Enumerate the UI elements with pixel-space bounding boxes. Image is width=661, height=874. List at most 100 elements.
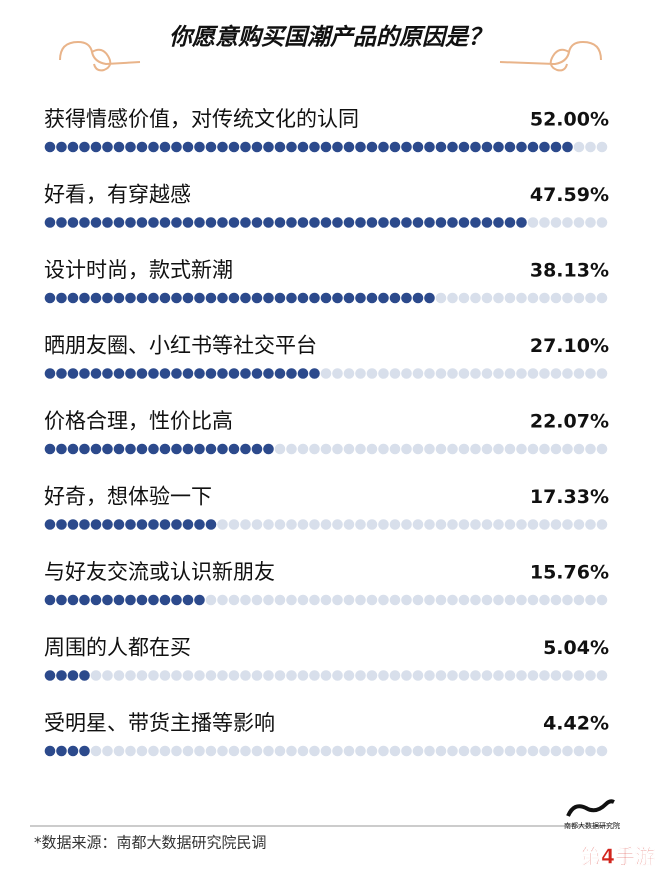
dot	[79, 217, 90, 228]
track-dot	[251, 670, 263, 681]
track-dot	[562, 594, 573, 606]
track-dot	[573, 292, 585, 304]
dot	[136, 368, 148, 379]
dot	[286, 141, 297, 153]
track-dot	[240, 594, 251, 606]
track-dot	[539, 443, 550, 455]
track-dot	[458, 745, 470, 757]
dot	[90, 594, 102, 606]
dot	[90, 443, 102, 455]
dot	[56, 519, 67, 530]
dot	[251, 443, 263, 455]
track-dot	[297, 745, 309, 757]
dot	[125, 519, 136, 530]
track-dot	[470, 368, 481, 379]
watermark: 第4手游	[581, 845, 655, 869]
track-dot	[516, 443, 527, 455]
track-dot	[585, 594, 596, 606]
track-dot	[205, 745, 217, 757]
dot	[539, 141, 550, 153]
dot	[401, 141, 412, 153]
track-dot	[286, 594, 297, 606]
track-dot	[585, 217, 596, 228]
dot	[159, 292, 171, 304]
dot	[148, 594, 159, 606]
dot	[159, 368, 171, 379]
track-dot	[516, 594, 527, 606]
dot	[286, 368, 297, 379]
dot	[148, 141, 159, 153]
track-dot	[527, 368, 539, 379]
track-dot	[573, 745, 585, 757]
dot	[67, 670, 79, 681]
track-dot	[389, 519, 401, 530]
track-dot	[148, 670, 159, 681]
dot	[56, 594, 67, 606]
track-dot	[424, 368, 435, 379]
track-dot	[596, 141, 608, 153]
dot	[125, 217, 136, 228]
dot	[194, 443, 205, 455]
dot	[79, 141, 90, 153]
track-dot	[412, 670, 424, 681]
dot-bar	[44, 368, 320, 379]
track-dot	[366, 745, 378, 757]
dot	[171, 519, 182, 530]
dot	[389, 141, 401, 153]
dot	[389, 292, 401, 304]
track-dot	[366, 519, 378, 530]
track-dot	[320, 519, 332, 530]
dot	[56, 217, 67, 228]
track-dot	[585, 141, 596, 153]
track-dot	[435, 443, 447, 455]
track-dot	[286, 745, 297, 757]
dot	[90, 368, 102, 379]
dot	[366, 292, 378, 304]
dot	[136, 141, 148, 153]
track-dot	[447, 443, 458, 455]
track-dot	[355, 443, 366, 455]
track-dot	[596, 217, 608, 228]
dot	[401, 217, 412, 228]
track-dot	[263, 745, 274, 757]
track-dot	[263, 594, 274, 606]
track-dot	[412, 745, 424, 757]
track-dot	[481, 519, 493, 530]
track-dot	[171, 745, 182, 757]
dot	[171, 594, 182, 606]
dot	[217, 217, 228, 228]
dot	[90, 292, 102, 304]
track-dot	[573, 443, 585, 455]
dot	[56, 292, 67, 304]
value-label: 38.13%	[530, 260, 609, 282]
track-dot	[343, 745, 355, 757]
track-dot	[401, 368, 412, 379]
dot	[493, 141, 504, 153]
track-dot	[562, 368, 573, 379]
track-dot	[481, 745, 493, 757]
dot	[378, 141, 389, 153]
track-dot	[228, 594, 240, 606]
dot	[182, 141, 194, 153]
track-dot	[332, 368, 343, 379]
source-note: *数据来源：南都大数据研究院民调	[34, 834, 267, 852]
track-dot	[585, 368, 596, 379]
dot	[286, 217, 297, 228]
dot	[424, 292, 435, 304]
dot	[205, 368, 217, 379]
value-label: 47.59%	[530, 184, 609, 206]
dot	[481, 141, 493, 153]
dot-bar	[44, 443, 274, 455]
dot-bar	[44, 594, 205, 606]
dot	[79, 292, 90, 304]
track-dot	[412, 519, 424, 530]
track-dot	[309, 594, 320, 606]
dot	[378, 217, 389, 228]
track-dot	[355, 368, 366, 379]
dot	[274, 141, 286, 153]
track-dot	[378, 368, 389, 379]
track-dot	[366, 594, 378, 606]
track-dot	[516, 368, 527, 379]
dot	[194, 217, 205, 228]
dot	[136, 594, 148, 606]
